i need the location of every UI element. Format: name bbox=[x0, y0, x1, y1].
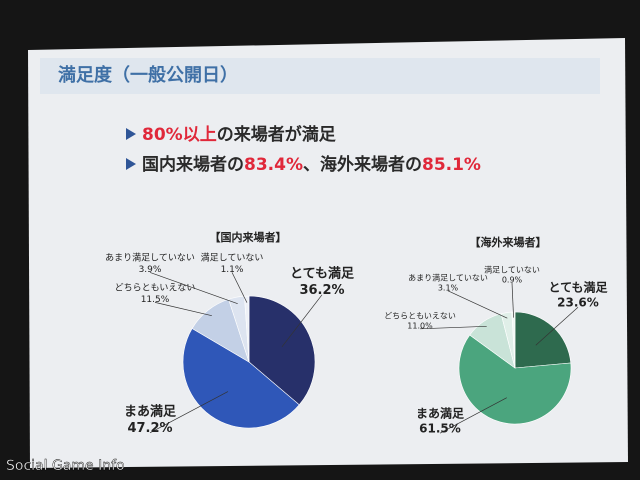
watermark: Social Game Info bbox=[6, 458, 125, 474]
bullet-segment: 80%以上 bbox=[142, 125, 217, 145]
slice-value: 11.0% bbox=[407, 322, 433, 331]
bullet: 80%以上の来場者が満足 bbox=[142, 124, 336, 145]
slice-value: 23.6% bbox=[557, 296, 599, 310]
slice-value: 36.2% bbox=[299, 283, 344, 298]
slice-value: 61.5% bbox=[419, 422, 461, 436]
bullet-icon bbox=[126, 128, 136, 140]
slice-value: 3.1% bbox=[438, 284, 459, 293]
bullet-segment: の来場者が満足 bbox=[217, 124, 336, 145]
bullet-segment: 国内来場者の bbox=[142, 154, 244, 175]
slice-value: 11.5% bbox=[141, 295, 170, 305]
leader-line bbox=[231, 272, 248, 303]
slice-label: どちらともいえない bbox=[384, 312, 456, 321]
slice-value: 1.1% bbox=[221, 265, 244, 275]
pie-slice bbox=[514, 311, 572, 369]
chart-title: 【国内来場者】 bbox=[210, 230, 287, 244]
bullet-segment: 83.4% bbox=[244, 155, 303, 175]
slice-label: どちらともいえない bbox=[115, 283, 196, 294]
leader-line bbox=[149, 272, 238, 305]
leader-line bbox=[535, 306, 579, 346]
leader-line bbox=[154, 302, 212, 317]
leader-line bbox=[281, 294, 323, 348]
slice-value: 0.9% bbox=[502, 276, 523, 285]
slice-label: 満足していない bbox=[484, 266, 540, 275]
pie-slice bbox=[182, 328, 300, 429]
slice-label: あまり満足していない bbox=[408, 274, 488, 283]
leader-line bbox=[447, 290, 508, 319]
leader-line bbox=[439, 397, 507, 434]
slice-label: とても満足 bbox=[290, 266, 355, 282]
leader-line bbox=[149, 391, 229, 434]
slice-label: とても満足 bbox=[548, 280, 607, 295]
slide-title: 満足度（一般公開日） bbox=[58, 64, 238, 86]
bullet-segment: 85.1% bbox=[422, 155, 481, 175]
bullet: 国内来場者の83.4%、海外来場者の85.1% bbox=[142, 154, 481, 175]
bullet-segment: 、海外来場者の bbox=[303, 154, 422, 175]
chart-title: 【海外来場者】 bbox=[470, 235, 547, 249]
slice-label: まあ満足 bbox=[124, 404, 177, 420]
leader-line bbox=[511, 282, 514, 318]
slice-label: 満足していない bbox=[201, 253, 264, 264]
slice-value: 3.9% bbox=[139, 265, 162, 275]
pie-slice bbox=[458, 334, 572, 425]
leader-line bbox=[419, 325, 487, 330]
pie-slice bbox=[244, 295, 250, 363]
slice-label: まあ満足 bbox=[416, 406, 464, 421]
slice-value: 47.2% bbox=[127, 421, 172, 436]
title-band bbox=[40, 58, 600, 94]
bullet-icon bbox=[126, 158, 136, 170]
pie-slice bbox=[248, 295, 316, 406]
slice-label: あまり満足していない bbox=[105, 253, 195, 264]
